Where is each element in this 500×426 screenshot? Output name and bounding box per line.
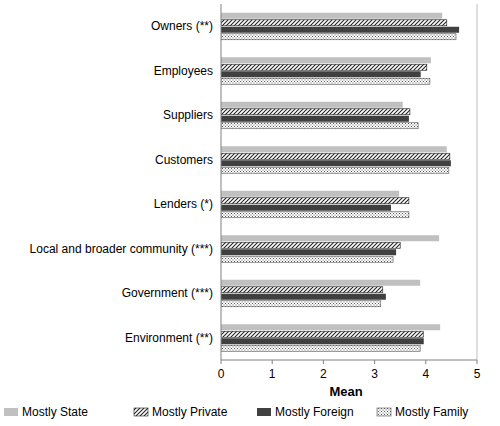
category-label: Customers bbox=[155, 153, 213, 167]
category-label: Environment (**) bbox=[125, 331, 213, 345]
bar bbox=[221, 27, 459, 33]
bar bbox=[221, 153, 450, 159]
chart: Owners (**) Employees Suppliers Customers Le… bbox=[0, 0, 500, 426]
bar bbox=[221, 198, 409, 204]
x-tick bbox=[425, 360, 426, 364]
bar bbox=[221, 301, 381, 307]
x-tick-label: 5 bbox=[474, 367, 481, 381]
bar bbox=[221, 331, 423, 337]
bar bbox=[221, 116, 409, 122]
y-axis-line bbox=[221, 4, 222, 360]
bar bbox=[221, 338, 424, 344]
bar bbox=[221, 146, 447, 152]
x-tick bbox=[323, 360, 324, 364]
bar bbox=[221, 212, 409, 218]
plot-border bbox=[477, 4, 478, 360]
bar bbox=[221, 280, 420, 286]
legend-swatch bbox=[257, 408, 271, 416]
category-label: Suppliers bbox=[163, 108, 213, 122]
category-label: Local and broader community (***) bbox=[30, 242, 213, 256]
category-label: Lenders (*) bbox=[154, 197, 213, 211]
bar bbox=[221, 191, 399, 197]
legend-label: Mostly Family bbox=[395, 405, 468, 419]
x-tick bbox=[221, 360, 222, 364]
x-tick-label: 2 bbox=[320, 367, 327, 381]
legend-label: Mostly Foreign bbox=[275, 405, 354, 419]
x-axis-label: Mean bbox=[329, 384, 362, 399]
legend-swatch bbox=[377, 408, 391, 416]
bar bbox=[221, 256, 393, 262]
x-axis-line bbox=[221, 360, 477, 361]
bar bbox=[221, 242, 400, 248]
bar bbox=[221, 13, 442, 19]
bar bbox=[221, 20, 447, 26]
bar bbox=[221, 64, 427, 70]
x-tick-label: 3 bbox=[371, 367, 378, 381]
legend-swatch bbox=[4, 408, 18, 416]
category-label: Owners (**) bbox=[151, 19, 213, 33]
bar bbox=[221, 78, 430, 84]
legend-swatch bbox=[134, 408, 148, 416]
bar bbox=[221, 109, 410, 115]
bar bbox=[221, 167, 449, 173]
x-tick-label: 1 bbox=[269, 367, 276, 381]
bar bbox=[221, 235, 439, 241]
bar bbox=[221, 57, 431, 63]
bar bbox=[221, 249, 396, 255]
legend: Mostly State Mostly Private Mostly Foreign… bbox=[4, 405, 468, 419]
bar bbox=[221, 324, 440, 330]
bar bbox=[221, 71, 421, 77]
bar bbox=[221, 34, 456, 40]
bar bbox=[221, 294, 386, 300]
x-tick bbox=[272, 360, 273, 364]
bar bbox=[221, 123, 418, 129]
x-tick bbox=[374, 360, 375, 364]
bars bbox=[221, 13, 459, 352]
category-label: Employees bbox=[154, 64, 213, 78]
x-tick-label: 0 bbox=[218, 367, 225, 381]
legend-label: Mostly State bbox=[22, 405, 88, 419]
bar bbox=[221, 345, 420, 351]
x-tick-label: 4 bbox=[422, 367, 429, 381]
bar bbox=[221, 287, 383, 293]
category-label: Government (***) bbox=[122, 286, 213, 300]
bar bbox=[221, 160, 451, 166]
bar bbox=[221, 102, 403, 108]
bar bbox=[221, 205, 391, 211]
legend-label: Mostly Private bbox=[152, 405, 228, 419]
x-tick bbox=[477, 360, 478, 364]
